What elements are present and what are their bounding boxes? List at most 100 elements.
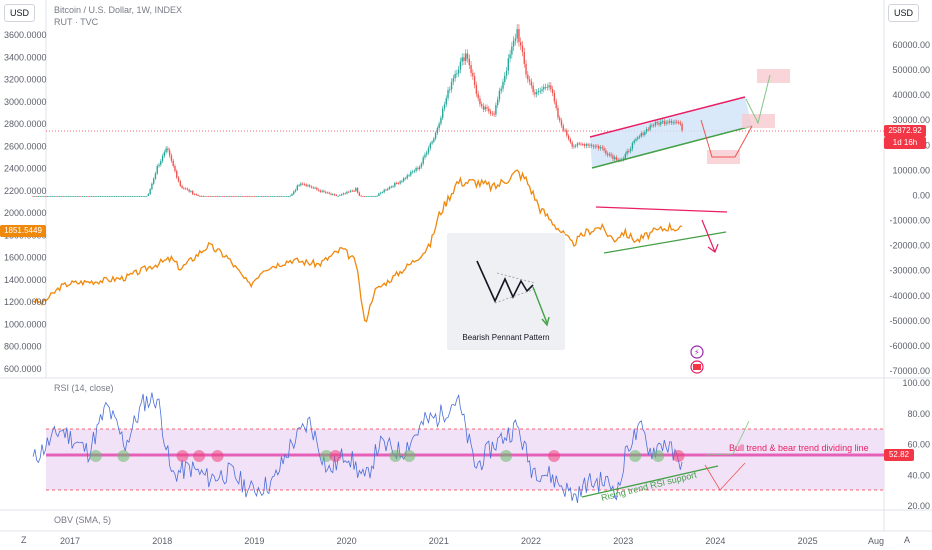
btc-candle	[665, 122, 667, 124]
btc-candle	[296, 185, 299, 190]
rsi-support-line	[581, 465, 719, 498]
btc-candle	[236, 196, 238, 197]
rsi-resistance-marker	[329, 450, 342, 462]
btc-candle	[654, 122, 657, 126]
flag-stripes	[693, 364, 701, 370]
btc-candle	[355, 188, 357, 191]
btc-candle	[417, 168, 419, 169]
btc-candle	[362, 196, 364, 197]
btc-candle	[404, 178, 407, 180]
btc-candle	[569, 139, 572, 143]
btc-candle	[562, 125, 564, 131]
left-price-axis[interactable]: 3600.0000 3400.0000 3200.0000 3000.0000 2800…	[4, 30, 47, 374]
btc-candle	[418, 166, 421, 169]
btc-candle	[333, 194, 336, 196]
btc-candle	[167, 148, 169, 151]
btc-candle	[112, 196, 114, 197]
btc-candle	[672, 122, 674, 124]
btc-candle	[502, 81, 504, 89]
rsi-tick: 40.00	[907, 470, 930, 480]
btc-candle	[133, 196, 135, 197]
btc-candle	[181, 185, 183, 188]
btc-candle	[516, 29, 518, 39]
btc-candle	[374, 196, 377, 197]
btc-candle	[243, 196, 245, 197]
btc-candle	[587, 144, 589, 146]
btc-candle	[638, 136, 641, 138]
symbol-title: Bitcoin / U.S. Dollar, 1W, INDEX	[54, 5, 182, 15]
btc-candle	[179, 181, 181, 186]
btc-candle	[301, 183, 304, 185]
right-tick: -40000.00	[889, 291, 930, 301]
btc-candle	[543, 87, 545, 90]
rsi-support-marker	[389, 450, 402, 462]
btc-candle	[85, 196, 88, 197]
time-axis[interactable]: 2017 2018 2019 2020 2021 2022 2023 2024 2025 Aug	[60, 536, 884, 546]
btc-candle	[57, 196, 59, 197]
btc-candle	[530, 81, 533, 86]
right-tick: -70000.00	[889, 366, 930, 376]
btc-candle	[674, 121, 676, 123]
left-tick: 600.0000	[4, 364, 42, 374]
btc-candle	[206, 196, 208, 197]
btc-candle	[262, 196, 265, 197]
right-price-axis[interactable]: 60000.0050000.0040000.0030000.0020000.00…	[889, 40, 930, 376]
pennant-illustration: Bearish Pennant Pattern	[447, 233, 565, 350]
btc-candle	[470, 65, 472, 73]
btc-candle	[411, 171, 414, 173]
btc-candle	[481, 104, 483, 106]
btc-candle	[300, 183, 302, 186]
zoom-button[interactable]: Z	[21, 535, 27, 545]
btc-candle	[158, 164, 160, 167]
btc-candle	[401, 181, 403, 182]
btc-candle	[41, 196, 43, 197]
btc-candle	[553, 93, 556, 102]
btc-candle	[223, 196, 226, 197]
btc-candle	[222, 196, 224, 197]
btc-candle	[271, 196, 274, 197]
btc-candle	[387, 188, 389, 190]
btc-candle	[656, 122, 658, 124]
btc-candle	[160, 161, 162, 165]
btc-candle	[209, 196, 212, 197]
btc-candle	[32, 196, 34, 197]
btc-candle	[326, 192, 329, 194]
rsi-axis[interactable]: 100.00 80.00 60.00 40.00 20.00	[902, 378, 930, 511]
lightning-event-icon[interactable]	[690, 345, 704, 359]
time-tick: Aug	[868, 536, 884, 546]
compare-symbol-label: RUT · TVC	[54, 17, 99, 27]
btc-candle	[367, 196, 369, 197]
btc-candle	[427, 148, 430, 153]
btc-candle	[121, 196, 123, 197]
btc-candle	[152, 178, 155, 184]
btc-candle	[598, 146, 600, 149]
btc-candle	[440, 117, 442, 124]
btc-candle	[507, 58, 510, 71]
btc-candle	[62, 196, 64, 197]
btc-candle	[252, 196, 254, 197]
right-tick: 0.00	[912, 190, 930, 200]
btc-candle	[119, 196, 121, 197]
rsi-title: RSI (14, close)	[54, 383, 114, 393]
btc-candle	[183, 187, 185, 189]
btc-candle	[351, 190, 353, 192]
btc-candle	[270, 196, 272, 197]
btc-candle	[307, 185, 309, 187]
right-tick: -30000.00	[889, 266, 930, 276]
btc-candle	[115, 196, 118, 197]
rsi-value-flag: 52.82	[884, 449, 914, 461]
btc-candle	[642, 133, 644, 135]
btc-candle	[488, 108, 490, 112]
auto-scale-button[interactable]: A	[904, 535, 911, 545]
btc-candle	[514, 38, 517, 41]
currency-button-right[interactable]: USD	[888, 4, 920, 22]
btc-candle	[383, 189, 385, 193]
btc-candle	[539, 90, 541, 92]
btc-candle	[628, 151, 630, 152]
btc-candle	[110, 196, 112, 197]
btc-candle	[601, 147, 603, 149]
currency-button-left[interactable]: USD	[4, 4, 36, 22]
bull-projection-arrow	[745, 74, 771, 125]
rsi-series	[32, 392, 685, 503]
